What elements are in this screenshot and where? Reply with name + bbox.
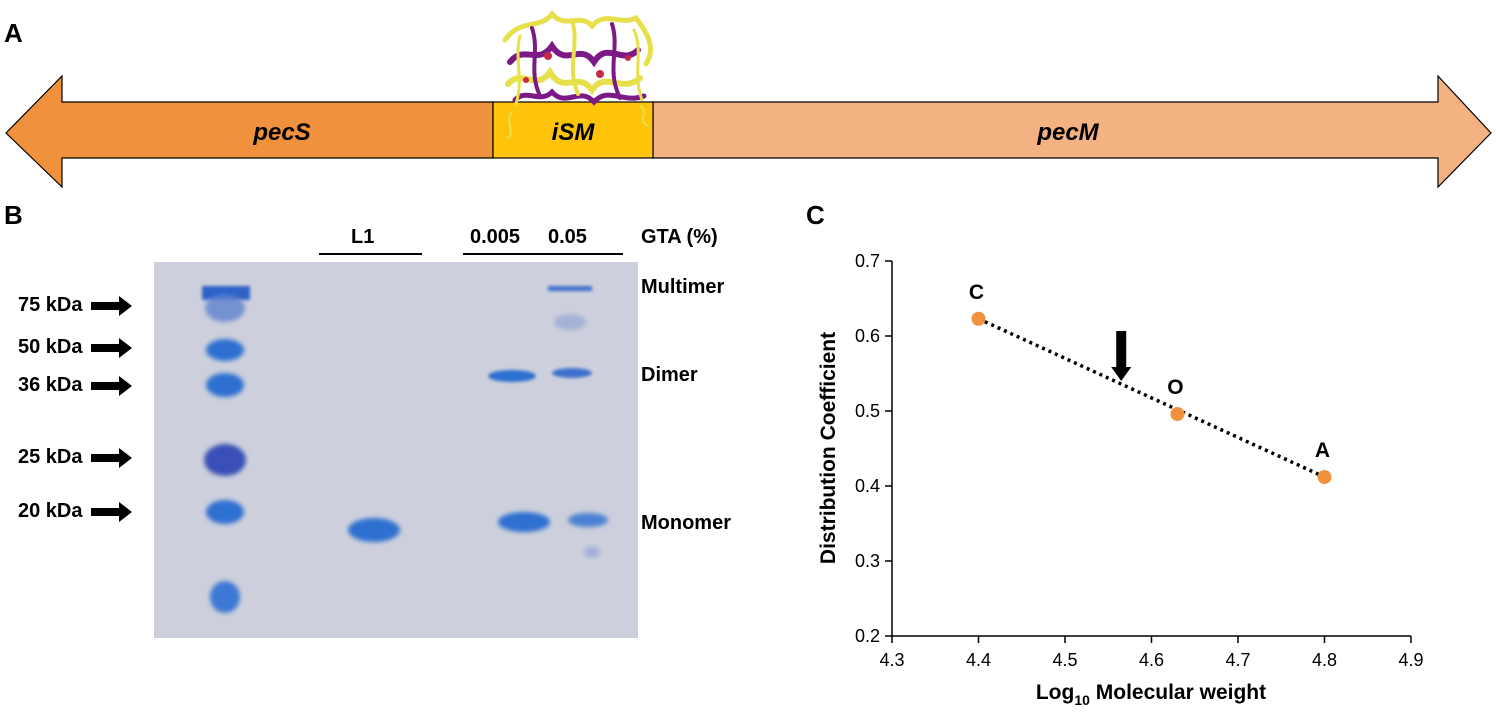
chart-marks: C O A bbox=[969, 281, 1332, 484]
y-tick-label: 0.5 bbox=[855, 401, 880, 421]
condition-label: GTA (%) bbox=[641, 226, 718, 248]
band-low-monomer bbox=[498, 512, 550, 532]
marker-label: 25 kDa bbox=[18, 446, 83, 468]
pecm-label: pecM bbox=[1036, 119, 1099, 146]
pecm-arrow bbox=[652, 74, 1492, 189]
right-arrow-icon bbox=[90, 501, 132, 522]
ladder-lane bbox=[202, 286, 250, 613]
x-tick-label: 4.3 bbox=[879, 650, 904, 670]
band-label-dimer: Dimer bbox=[641, 364, 698, 386]
marker-label: 75 kDa bbox=[18, 294, 83, 316]
ism-box bbox=[492, 101, 654, 159]
chart-axes bbox=[891, 261, 1411, 637]
y-axis-label: Distribution Coefficient bbox=[817, 332, 840, 564]
down-arrow-icon bbox=[1111, 331, 1132, 381]
x-tick-label: 4.6 bbox=[1139, 650, 1164, 670]
data-point-label: O bbox=[1167, 376, 1183, 399]
band-high-multimer bbox=[548, 286, 592, 291]
x-axis-label-main: Log bbox=[1036, 681, 1074, 704]
data-point-c bbox=[971, 311, 986, 326]
y-tick-label: 0.4 bbox=[855, 476, 880, 496]
lane-label-l1: L1 bbox=[351, 226, 375, 248]
chart-ticks: 4.3 4.4 4.5 4.6 4.7 4.8 4.9 0.2 0.3 0.4 0.5 0.6 0.7 bbox=[855, 251, 1424, 670]
data-point-o bbox=[1170, 407, 1185, 421]
marker-36kda: 36 kDa bbox=[18, 374, 133, 397]
x-tick-label: 4.7 bbox=[1225, 650, 1250, 670]
trendline bbox=[977, 317, 1326, 479]
data-point-label: A bbox=[1315, 439, 1330, 462]
x-axis-label-rest: Molecular weight bbox=[1090, 681, 1266, 704]
x-tick-label: 4.8 bbox=[1312, 650, 1337, 670]
data-point-label: C bbox=[969, 281, 984, 304]
pecs-label: pecS bbox=[252, 119, 310, 146]
panel-label-c: C bbox=[806, 200, 825, 230]
lane-underline-l1 bbox=[319, 253, 422, 255]
x-axis-label: Log10 Molecular weight bbox=[1036, 681, 1266, 708]
y-tick-label: 0.6 bbox=[855, 326, 880, 346]
band-high-monomer bbox=[568, 513, 608, 527]
y-tick-label: 0.3 bbox=[855, 551, 880, 571]
right-arrow-icon bbox=[90, 447, 132, 468]
marker-20kda: 20 kDa bbox=[18, 500, 133, 523]
gel-image bbox=[154, 262, 638, 638]
lane-underline-gta bbox=[463, 253, 623, 255]
data-point-a bbox=[1317, 470, 1332, 484]
right-arrow-icon bbox=[90, 337, 132, 358]
marker-50kda: 50 kDa bbox=[18, 336, 133, 359]
marker-label: 50 kDa bbox=[18, 336, 83, 358]
marker-label: 20 kDa bbox=[18, 500, 83, 522]
band-l1-monomer bbox=[348, 518, 400, 542]
protein-structure-image bbox=[502, 10, 653, 139]
gene-map: pecS iSM pecM bbox=[5, 10, 1492, 189]
band-label-multimer: Multimer bbox=[641, 276, 725, 298]
marker-label: 36 kDa bbox=[18, 374, 83, 396]
right-arrow-icon bbox=[90, 375, 132, 396]
band-high-dimer bbox=[552, 368, 592, 378]
x-tick-label: 4.4 bbox=[966, 650, 991, 670]
lane-label-high-gta: 0.05 bbox=[548, 226, 587, 248]
y-tick-label: 0.7 bbox=[855, 251, 880, 271]
marker-75kda: 75 kDa bbox=[18, 294, 133, 317]
right-arrow-icon bbox=[90, 295, 132, 316]
x-axis-label-subscript: 10 bbox=[1074, 692, 1090, 708]
marker-25kda: 25 kDa bbox=[18, 446, 133, 469]
band-label-monomer: Monomer bbox=[641, 512, 731, 534]
lane-label-low-gta: 0.005 bbox=[470, 226, 521, 248]
panel-label-a: A bbox=[4, 18, 23, 48]
band-low-dimer bbox=[488, 370, 536, 382]
y-tick-label: 0.2 bbox=[855, 626, 880, 646]
panel-label-b: B bbox=[4, 200, 23, 230]
x-tick-label: 4.5 bbox=[1052, 650, 1077, 670]
x-tick-label: 4.9 bbox=[1398, 650, 1423, 670]
ism-label: iSM bbox=[552, 119, 596, 146]
